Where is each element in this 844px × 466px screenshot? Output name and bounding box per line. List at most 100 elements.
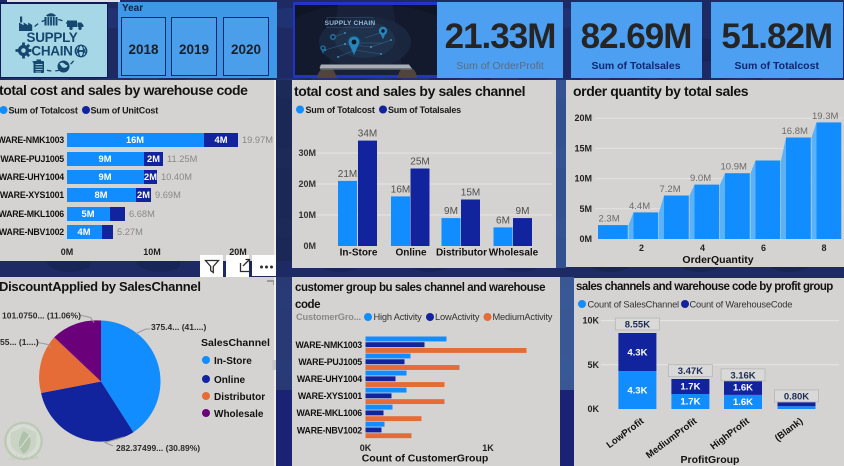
svg-text:9.69M: 9.69M [155,190,181,200]
svg-text:21M: 21M [338,169,357,180]
svg-text:Sum of Totalsales: Sum of Totalsales [388,105,461,115]
svg-text:19.97M: 19.97M [242,135,273,145]
svg-text:Wholesale: Wholesale [489,248,539,259]
svg-text:CustomerGro...: CustomerGro... [296,312,361,322]
svg-text:0K: 0K [587,404,599,414]
svg-text:4.3K: 4.3K [627,348,647,359]
svg-text:4.4M: 4.4M [629,201,650,212]
svg-text:حقيبة تداول: حقيبة تداول [8,453,39,461]
svg-text:9M: 9M [516,206,530,217]
svg-text:10M: 10M [143,247,161,257]
svg-text:OrderQuantity: OrderQuantity [682,254,753,266]
svg-text:ProfitGroup: ProfitGroup [681,454,740,466]
svg-text:WARE-XYS1001: WARE-XYS1001 [298,391,362,401]
svg-text:1.7K: 1.7K [680,397,700,408]
svg-text:Count of WarehouseCode: Count of WarehouseCode [690,300,793,310]
svg-text:WARE-UHY1004: WARE-UHY1004 [0,172,64,182]
svg-text:15M: 15M [574,143,592,153]
svg-text:WARE-UHY1004: WARE-UHY1004 [297,374,362,384]
svg-text:19.3M: 19.3M [812,111,838,122]
svg-text:WARE-MKL1006: WARE-MKL1006 [0,209,64,219]
svg-text:WARE-NBV1002: WARE-NBV1002 [0,227,64,237]
svg-text:In-Store: In-Store [214,356,252,367]
svg-text:1.6K: 1.6K [733,397,753,408]
svg-text:LowActivity: LowActivity [435,312,480,322]
svg-text:2: 2 [639,243,644,253]
svg-text:WARE-XYS1001: WARE-XYS1001 [0,190,64,200]
svg-text:9.0M: 9.0M [690,173,711,184]
svg-text:8M: 8M [95,190,108,200]
svg-text:Count of CustomerGroup: Count of CustomerGroup [362,453,489,465]
svg-text:34M: 34M [358,129,377,140]
svg-text:6: 6 [761,243,766,253]
svg-text:Online: Online [395,248,427,259]
svg-text:1.7K: 1.7K [680,382,700,393]
svg-text:282.37499... (30.89%): 282.37499... (30.89%) [116,443,200,453]
svg-text:4M: 4M [78,227,91,237]
svg-text:1K: 1K [482,443,494,453]
svg-text:25M: 25M [410,157,429,168]
svg-text:7.2M: 7.2M [660,184,681,195]
svg-text:20M: 20M [574,113,592,123]
svg-text:LowProfit: LowProfit [605,415,647,451]
svg-text:Sum of Totalcost: Sum of Totalcost [9,106,78,116]
svg-text:WARE-PUJ1005: WARE-PUJ1005 [0,154,64,164]
svg-text:8.55K: 8.55K [625,320,650,331]
svg-text:2.3M: 2.3M [599,214,620,225]
svg-text:101.0750... (11.06%): 101.0750... (11.06%) [2,311,81,321]
svg-text:SUPPLY: SUPPLY [27,30,78,45]
svg-text:5M: 5M [82,209,95,219]
svg-text:4.3K: 4.3K [627,386,647,397]
svg-text:16M: 16M [126,135,144,145]
svg-text:375.4... (41....): 375.4... (41....) [151,322,206,332]
svg-text:MediumActivity: MediumActivity [493,312,553,322]
svg-text:10M: 10M [574,174,592,184]
svg-text:2M: 2M [144,172,157,182]
svg-text:Distributor: Distributor [214,392,265,403]
svg-text:10K: 10K [582,316,599,326]
svg-text:30M: 30M [298,148,316,158]
svg-text:0K: 0K [360,443,372,453]
svg-text:CHAIN: CHAIN [31,44,72,59]
svg-text:WARE-NBV1002: WARE-NBV1002 [297,425,362,435]
svg-text:0M: 0M [579,234,592,244]
svg-text:5K: 5K [587,360,599,370]
svg-text:16M: 16M [391,184,410,195]
svg-text:In-Store: In-Store [340,248,378,259]
svg-text:5M: 5M [579,204,592,214]
svg-text:0M: 0M [61,247,74,257]
svg-text:WARE-PUJ1005: WARE-PUJ1005 [298,357,362,367]
svg-text:4M: 4M [215,135,228,145]
svg-text:1.6K: 1.6K [733,383,753,394]
svg-text:10.40M: 10.40M [161,172,192,182]
svg-text:WARE-NMK1003: WARE-NMK1003 [295,340,362,350]
svg-text:6M: 6M [496,215,510,226]
svg-text:Online: Online [214,375,246,386]
svg-text:10M: 10M [298,210,316,220]
svg-text:16.8M: 16.8M [782,126,808,137]
svg-text:5.27M: 5.27M [117,227,143,237]
svg-text:3.16K: 3.16K [730,370,755,381]
svg-text:2M: 2M [147,154,160,164]
svg-text:Sum of Totalcost: Sum of Totalcost [306,105,375,115]
svg-text:9M: 9M [444,206,458,217]
svg-text:6.68M: 6.68M [129,209,155,219]
svg-text:3.47K: 3.47K [678,366,703,377]
svg-text:Count of SalesChannel: Count of SalesChannel [588,300,680,310]
svg-text:WARE-NMK1003: WARE-NMK1003 [0,135,64,145]
svg-text:Distributor: Distributor [436,248,487,259]
svg-text:2M: 2M [137,190,150,200]
svg-text:11.25M: 11.25M [167,154,197,164]
svg-text:0M: 0M [303,241,316,251]
svg-text:9M: 9M [99,154,112,164]
svg-text:20M: 20M [298,179,316,189]
svg-text:55... (1....): 55... (1....) [0,337,39,347]
svg-text:SalesChannel: SalesChannel [201,337,270,349]
svg-text:SUPPLY CHAIN: SUPPLY CHAIN [325,20,376,27]
svg-text:HighProfit: HighProfit [708,415,752,452]
svg-text:WARE-MKL1006: WARE-MKL1006 [296,408,362,418]
svg-text:0.80K: 0.80K [784,391,809,402]
svg-text:9M: 9M [99,172,112,182]
svg-text:10.9M: 10.9M [721,162,747,173]
svg-text:(Blank): (Blank) [773,416,805,444]
